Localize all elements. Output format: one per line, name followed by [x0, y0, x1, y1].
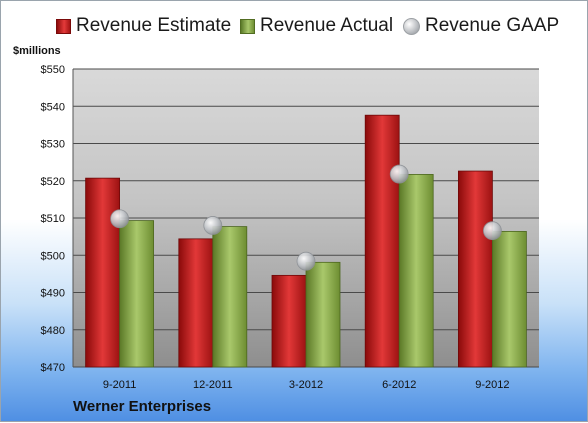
y-tick-label: $520 [41, 176, 65, 188]
y-tick-label: $530 [41, 139, 65, 151]
y-tick-label: $500 [41, 250, 65, 262]
legend-item-revenue-gaap: Revenue GAAP [403, 15, 559, 37]
bar-revenue-actual [119, 220, 154, 368]
bars [85, 114, 527, 368]
bar-revenue-estimate [271, 274, 307, 368]
y-axis-units-label: $millions [13, 45, 61, 57]
point-revenue-gaap [110, 209, 129, 229]
legend-label-actual: Revenue Actual [260, 15, 394, 36]
legend-swatch-estimate [56, 18, 71, 34]
bar-revenue-actual [398, 174, 434, 368]
bar-revenue-actual [491, 231, 527, 368]
bar-revenue-actual [212, 226, 248, 368]
point-revenue-gaap [389, 164, 409, 184]
x-tick-label: 12-2011 [193, 379, 233, 391]
bar-revenue-estimate [457, 170, 493, 368]
x-tick-label: 9-2011 [103, 379, 136, 391]
y-tick-label: $480 [41, 325, 65, 337]
company-name: Werner Enterprises [73, 398, 212, 415]
y-tick-label: $550 [41, 64, 65, 76]
x-tick-label: 9-2012 [475, 379, 509, 391]
legend: Revenue Estimate Revenue Actual Revenue … [1, 15, 588, 43]
y-tick-label: $470 [41, 362, 65, 374]
bar-revenue-estimate [85, 177, 120, 368]
y-tick-label: $510 [41, 213, 65, 225]
legend-item-revenue-estimate: Revenue Estimate [56, 15, 231, 37]
legend-swatch-actual [240, 18, 255, 34]
legend-swatch-gaap [403, 17, 420, 35]
point-revenue-gaap [296, 251, 316, 271]
legend-label-gaap: Revenue GAAP [425, 15, 560, 36]
point-revenue-gaap [482, 221, 502, 241]
bar-revenue-estimate [178, 238, 214, 368]
x-tick-label: 6-2012 [382, 379, 416, 391]
x-axis-ticks: 9-2011 12-2011 3-2012 6-2012 9-2012 [103, 379, 510, 391]
x-tick-label: 3-2012 [289, 379, 323, 391]
y-tick-label: $490 [41, 288, 65, 300]
legend-item-revenue-actual: Revenue Actual [240, 15, 393, 37]
point-revenue-gaap [203, 216, 223, 235]
bar-revenue-estimate [364, 114, 400, 368]
legend-label-estimate: Revenue Estimate [76, 15, 232, 36]
bar-revenue-actual [305, 261, 341, 368]
y-tick-label: $540 [41, 101, 65, 113]
y-axis-ticks: $470 $480 $490 $500 $510 $520 $530 $540 $550 [41, 64, 65, 374]
